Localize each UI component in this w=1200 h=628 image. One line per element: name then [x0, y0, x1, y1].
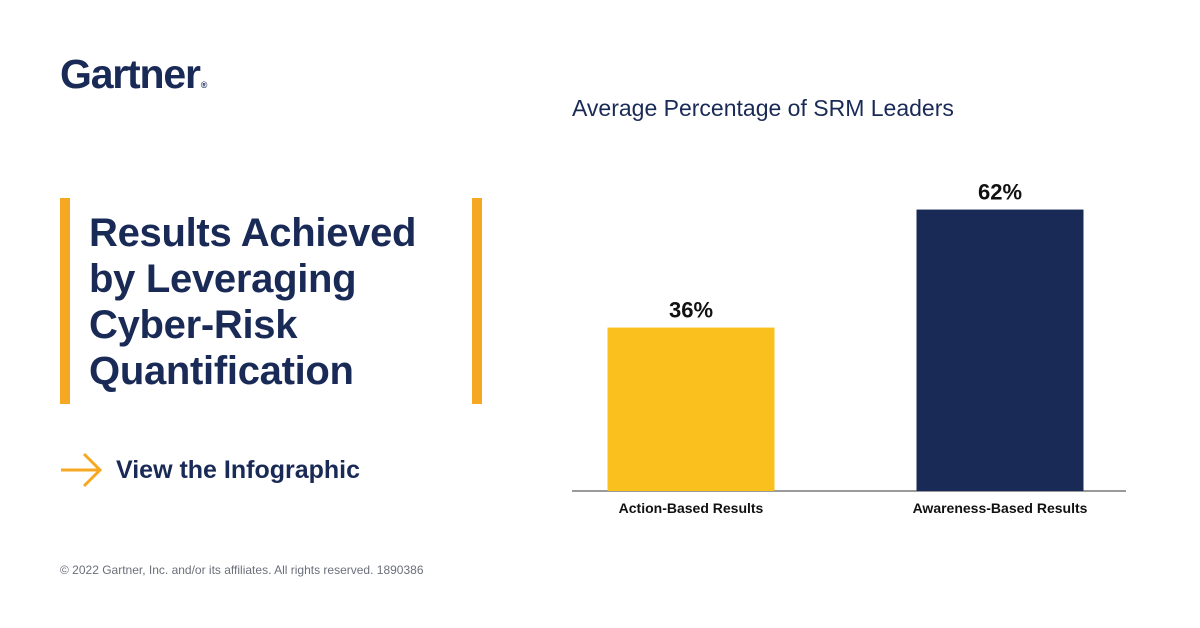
- registered-mark: ®: [200, 80, 208, 90]
- headline-bracket-right: [472, 198, 482, 404]
- cta-label: View the Infographic: [116, 455, 361, 484]
- gartner-logo: Gartner®: [60, 54, 207, 95]
- chart-title: Average Percentage of SRM Leaders: [572, 95, 954, 121]
- headline-bracket-left: [60, 198, 70, 404]
- logo-text: Gartner: [60, 51, 201, 97]
- bar-action-based-results: [607, 327, 775, 491]
- category-label-action-based-results: Action-Based Results: [619, 500, 764, 516]
- page-title: Results Achieved by Leveraging Cyber-Ris…: [89, 211, 417, 393]
- data-label-action-based-results: 36%: [669, 298, 713, 323]
- bar-awareness-based-results: [916, 209, 1084, 491]
- arrow-right-icon: [61, 452, 103, 488]
- category-label-awareness-based-results: Awareness-Based Results: [913, 500, 1088, 516]
- bar-chart: 36% Action-Based Results 62% Awareness-Base…: [572, 180, 1126, 516]
- copyright-text: © 2022 Gartner, Inc. and/or its affiliat…: [60, 563, 424, 577]
- data-label-awareness-based-results: 62%: [978, 180, 1022, 205]
- view-infographic-link[interactable]: View the Infographic: [60, 448, 360, 492]
